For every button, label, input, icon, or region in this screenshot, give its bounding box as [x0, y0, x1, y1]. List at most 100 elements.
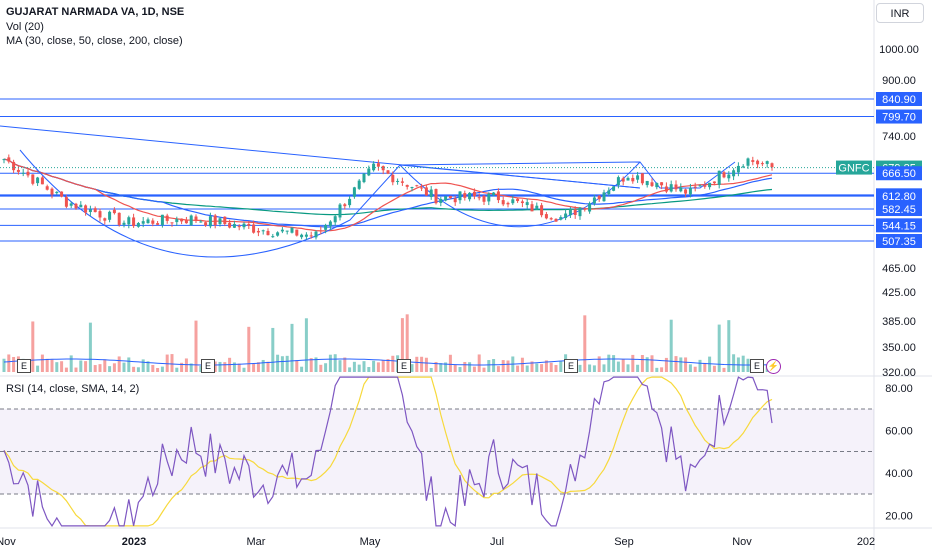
volume-bar [640, 355, 644, 372]
price-axis-label: 465.00 [882, 263, 916, 275]
volume-bar [304, 318, 308, 372]
time-axis-label: 202 [857, 536, 875, 548]
time-axis-label: Sep [614, 536, 634, 548]
volume-bar [333, 354, 337, 372]
candle [602, 192, 606, 202]
price-axis-label: 612.80 [882, 191, 916, 203]
volume-bar [520, 357, 524, 372]
candle [588, 203, 592, 212]
rsi-legend[interactable]: RSI (14, close, SMA, 14, 2) [6, 383, 140, 395]
volume-bar [64, 367, 68, 372]
candle [684, 189, 688, 194]
volume-bar [285, 355, 289, 372]
candle [386, 170, 390, 174]
volume-bar [420, 356, 424, 372]
candle [228, 222, 232, 228]
candle [544, 214, 548, 219]
candle [300, 234, 304, 238]
candle [703, 185, 707, 187]
candle [391, 174, 395, 183]
candle [516, 198, 520, 202]
candle [261, 230, 265, 232]
candle [285, 230, 289, 232]
earnings-marker[interactable]: E [17, 359, 31, 373]
volume-bar [448, 354, 452, 372]
price-tag [876, 202, 922, 217]
candle [492, 192, 496, 196]
volume-bar [31, 321, 35, 372]
candle [2, 159, 6, 161]
volume-bar [530, 361, 534, 372]
ma30-line [3, 158, 773, 232]
candle [74, 203, 78, 209]
volume-bar [84, 361, 88, 372]
volume-bar [156, 367, 160, 372]
rsi-line [3, 376, 773, 528]
price-axis-label: 507.35 [882, 236, 916, 248]
candle [12, 161, 16, 171]
price-axis-label: 1000.00 [879, 44, 919, 56]
volume-bar [535, 363, 539, 372]
volume-bar [684, 357, 688, 372]
price-axis-label: 544.15 [882, 220, 916, 232]
lightning-icon[interactable]: ⚡ [766, 359, 781, 374]
candle [679, 187, 683, 192]
candle [372, 163, 376, 171]
ticker-tag [836, 160, 872, 175]
volume-bar [295, 360, 299, 372]
price-tag [876, 189, 922, 204]
candle [31, 174, 35, 184]
candle [362, 173, 366, 183]
candle [180, 218, 184, 222]
candle [453, 198, 457, 203]
volume-bar [132, 366, 136, 372]
price-axis-label: 900.00 [882, 75, 916, 87]
earnings-marker[interactable]: E [564, 359, 578, 373]
volume-bar [679, 357, 683, 372]
symbol-title[interactable]: GUJARAT NARMADA VA, 1D, NSE [6, 6, 185, 18]
candle [463, 193, 467, 198]
candle [232, 223, 236, 228]
candle [760, 163, 764, 165]
volume-bar [108, 366, 112, 372]
candle [45, 186, 49, 190]
candle [722, 172, 726, 178]
volume-bar [626, 364, 630, 372]
volume-bar [36, 365, 40, 372]
rsi-axis-label: 40.00 [885, 468, 913, 480]
volume-legend[interactable]: Vol (20) [6, 21, 44, 33]
trendline [399, 164, 641, 189]
candle [26, 171, 30, 176]
earnings-marker[interactable]: E [750, 359, 764, 373]
time-axis-label: Nov [0, 536, 16, 548]
candle [189, 215, 193, 226]
volume-bar [660, 367, 664, 372]
time-axis-label: Nov [732, 536, 752, 548]
candle [415, 185, 419, 187]
volume-bar [468, 362, 472, 372]
candle [98, 211, 102, 218]
volume-bar [410, 364, 414, 372]
ma-legend[interactable]: MA (30, close, 50, close, 200, close) [6, 35, 183, 47]
candle [626, 177, 630, 181]
volume-bar [290, 323, 294, 372]
volume-bar [194, 320, 198, 372]
volume-bar [184, 358, 188, 372]
candle [7, 157, 11, 162]
volume-bar [237, 363, 241, 372]
volume-bar [98, 364, 102, 372]
candle [674, 184, 678, 190]
candle [693, 186, 697, 188]
candle [175, 219, 179, 223]
candle [487, 193, 491, 202]
earnings-marker[interactable]: E [397, 359, 411, 373]
volume-bar [280, 356, 284, 372]
candle [184, 219, 188, 224]
volume-bar [232, 362, 236, 372]
earnings-marker[interactable]: E [201, 359, 215, 373]
candle [578, 207, 582, 217]
candle [405, 184, 409, 187]
candle [108, 211, 112, 220]
currency-button[interactable]: INR [876, 3, 924, 23]
